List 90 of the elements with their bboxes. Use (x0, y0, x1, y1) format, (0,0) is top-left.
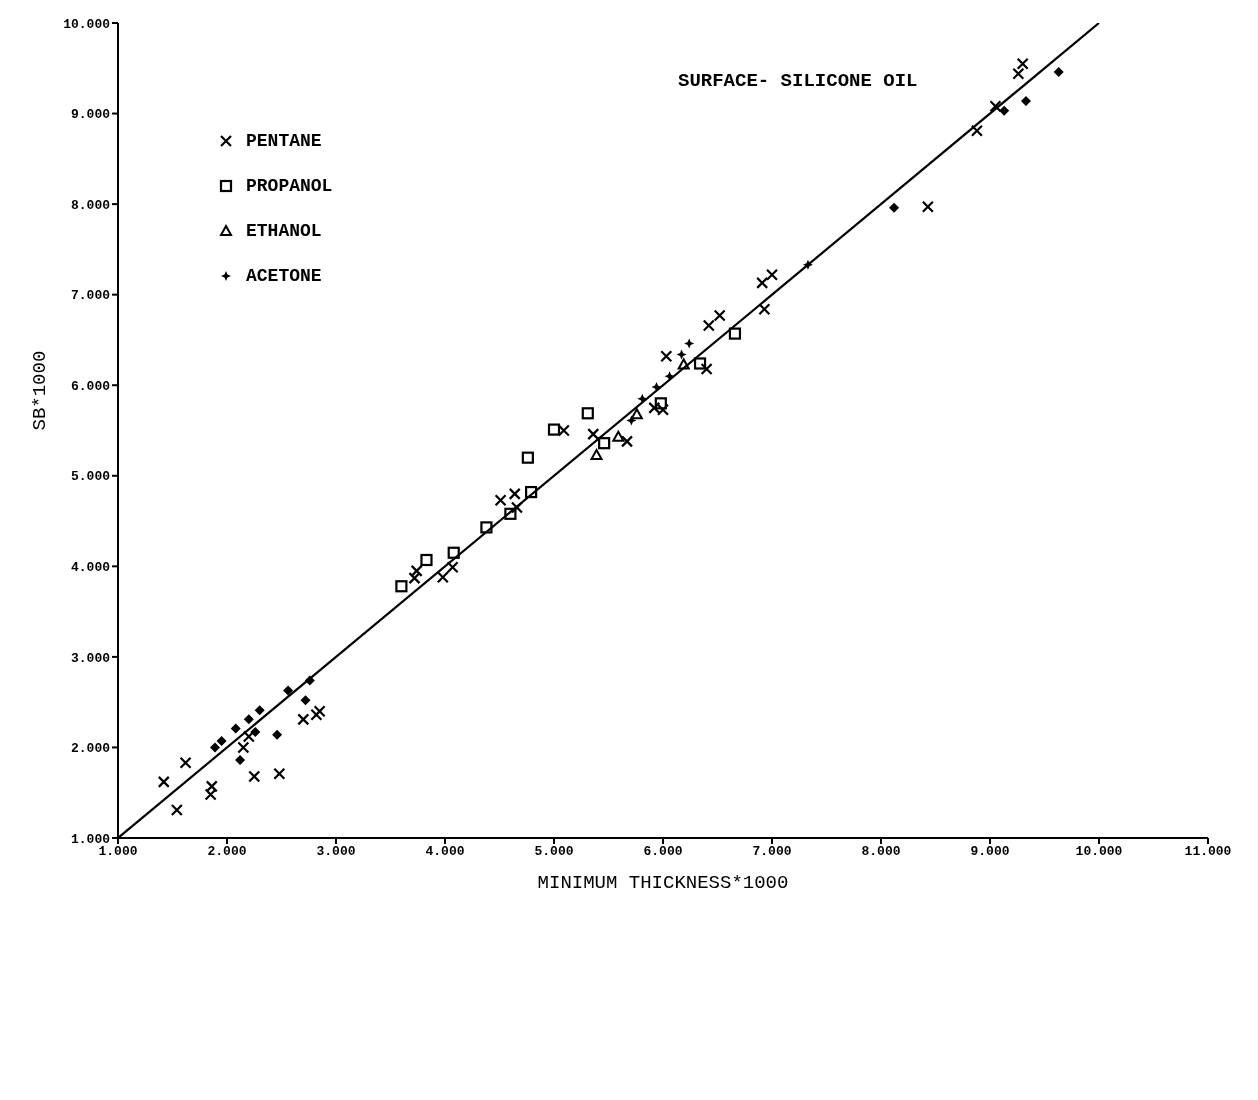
legend-label: ETHANOL (246, 220, 322, 241)
point (283, 685, 294, 696)
point (446, 561, 459, 574)
point (210, 742, 221, 753)
point (1053, 66, 1064, 77)
x-tick-label: 10.000 (1075, 844, 1123, 860)
x-axis-title: MINIMUM THICKNESS*1000 (537, 872, 789, 894)
y-tick-label: 5.000 (70, 469, 111, 485)
point (420, 553, 433, 567)
point (300, 695, 311, 706)
text: SURFACE- SILICONE OIL (678, 70, 918, 92)
point (447, 546, 460, 559)
point (758, 303, 771, 316)
point (504, 507, 517, 520)
point (547, 423, 561, 436)
point (1020, 95, 1031, 106)
point (1012, 67, 1025, 80)
point (590, 448, 603, 460)
x-tick-label: 7.000 (752, 844, 792, 860)
x-tick-label: 4.000 (425, 844, 465, 860)
point (248, 770, 261, 783)
x-tick-label: 3.000 (316, 844, 356, 860)
point (410, 564, 423, 577)
point (170, 803, 183, 817)
point (521, 451, 534, 464)
point (297, 713, 310, 726)
point (230, 723, 241, 734)
point (684, 338, 695, 349)
point (989, 100, 1002, 113)
point (157, 775, 170, 788)
point (408, 572, 421, 585)
point (179, 756, 192, 769)
y-tick-label: 6.000 (70, 378, 111, 394)
point (395, 580, 408, 593)
point (626, 415, 637, 426)
point (620, 435, 634, 448)
y-tick-label: 3.000 (70, 650, 111, 666)
point (1016, 57, 1029, 70)
point (970, 124, 984, 137)
x-tick-label: 11.000 (1184, 844, 1232, 860)
x-tick-label: 1.000 (98, 844, 138, 860)
y-tick-label: 10.000 (63, 16, 111, 32)
point (654, 397, 667, 410)
point (676, 349, 687, 360)
point (713, 309, 726, 322)
point (756, 276, 769, 289)
y-tick-label: 4.000 (70, 559, 111, 575)
point (630, 408, 643, 420)
point (204, 788, 217, 801)
legend-label: ACETONE (246, 265, 322, 286)
point (436, 571, 449, 584)
point (660, 350, 673, 363)
point (254, 705, 265, 716)
point (243, 714, 254, 725)
legend-label: PENTANE (246, 130, 322, 151)
y-tick-label: 7.000 (70, 288, 111, 304)
y-tick-label: 2.000 (70, 741, 111, 757)
point (999, 105, 1010, 116)
x-tick-label: 2.000 (207, 844, 247, 860)
point (272, 729, 283, 740)
point (921, 200, 934, 213)
point (250, 727, 261, 738)
point (728, 327, 742, 340)
point (889, 202, 900, 213)
y-tick-label: 8.000 (70, 197, 111, 213)
y-tick-label: 9.000 (70, 107, 111, 123)
point (273, 767, 286, 780)
point (205, 780, 218, 793)
point (235, 755, 246, 766)
point (693, 357, 707, 370)
point (598, 437, 611, 450)
point (612, 430, 625, 442)
point (508, 487, 521, 500)
point (525, 485, 538, 499)
y-axis-title: SB*1000 (28, 350, 51, 431)
point (494, 494, 507, 507)
point (587, 428, 600, 441)
x-tick-label: 6.000 (643, 844, 683, 860)
point (216, 736, 227, 747)
point (702, 319, 715, 332)
point (581, 407, 594, 420)
point (677, 358, 690, 370)
point (480, 521, 493, 534)
point (765, 268, 779, 281)
point (237, 741, 250, 754)
legend-label: PROPANOL (246, 175, 333, 196)
x-tick-label: 9.000 (970, 844, 1010, 860)
x-tick-label: 8.000 (861, 844, 901, 860)
x-tick-label: 5.000 (534, 844, 574, 860)
y-tick-label: 1.000 (70, 831, 111, 847)
